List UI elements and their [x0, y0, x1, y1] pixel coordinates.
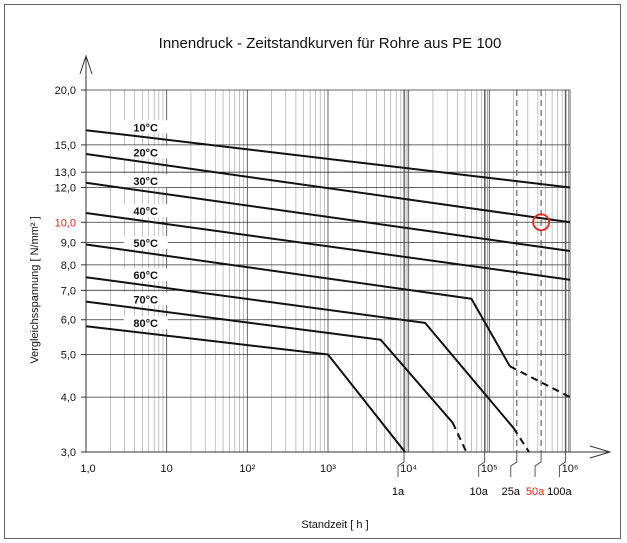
- series-label: 70°C: [133, 294, 158, 306]
- labels-group: 20,0 15,0 13,0 12,0 10,0 9,0 8,0 7,0 6,0 5,0 4,0 3,…: [55, 85, 579, 498]
- series-label-bg: [123, 174, 168, 188]
- series-line: [85, 181, 571, 252]
- series-line-dashed: [509, 365, 571, 398]
- chart-title: Innendruck - Zeitstandkurven für Rohre a…: [159, 35, 502, 52]
- y-tick-label: 15,0: [55, 140, 76, 152]
- highlight-circle: [532, 213, 550, 232]
- y-axis-label: Vergleichsspannung [ N/mm² ]: [29, 216, 41, 363]
- year-marker-label: 100a: [547, 486, 572, 498]
- series-line: [85, 243, 511, 367]
- year-marker-leader: [534, 452, 542, 477]
- year-marker-leader: [558, 452, 566, 477]
- year-marker-label: 25a: [502, 486, 521, 498]
- year-marker-label: 1a: [392, 486, 405, 498]
- x-tick-label: 10⁵: [481, 463, 498, 475]
- y-tick-label: 13,0: [55, 167, 76, 179]
- series-group: [85, 129, 571, 453]
- series-label: 60°C: [133, 270, 158, 282]
- series-label: 50°C: [133, 238, 158, 250]
- y-tick-label: 20,0: [55, 85, 76, 97]
- axes: [79, 54, 612, 477]
- series-label: 10°C: [133, 122, 158, 134]
- y-tick-label: 10,0: [55, 217, 76, 229]
- series-line-dashed: [512, 427, 530, 453]
- year-marker-label: 50a: [526, 486, 545, 498]
- x-axis-arrow: [589, 445, 612, 459]
- year-marker-leader: [510, 452, 518, 477]
- y-tick-label: 4,0: [61, 392, 76, 404]
- x-tick-label: 1,0: [80, 463, 95, 475]
- series-label: 20°C: [133, 147, 158, 159]
- y-tick-label: 5,0: [61, 350, 76, 362]
- series-label-bg: [123, 235, 168, 249]
- x-tick-label: 10⁴: [400, 463, 417, 475]
- series-label: 40°C: [133, 206, 158, 218]
- y-axis-arrow: [79, 54, 93, 75]
- series-label: 30°C: [133, 176, 158, 188]
- x-axis-label: Standzeit [ h ]: [301, 519, 368, 531]
- series-line: [85, 325, 406, 453]
- x-tick-label: 10²: [239, 463, 255, 475]
- series-label-bg: [123, 145, 168, 159]
- series-line: [85, 153, 571, 224]
- series-label: 80°C: [133, 318, 158, 330]
- series-label-bg: [123, 268, 168, 282]
- y-tick-label: 7,0: [61, 285, 76, 297]
- year-marker-label: 10a: [470, 486, 489, 498]
- y-tick-label: 8,0: [61, 260, 76, 272]
- y-tick-label: 6,0: [61, 315, 76, 327]
- series-line: [85, 276, 515, 429]
- chart-frame: [4, 4, 621, 539]
- year-marker-leader: [397, 452, 405, 477]
- x-tick-label: 10: [161, 463, 173, 475]
- series-line-dashed: [451, 422, 468, 453]
- x-tick-label: 10³: [320, 463, 336, 475]
- series-label-bg: [123, 120, 168, 134]
- series-label-bg: [123, 204, 168, 218]
- x-tick-label: 10⁶: [562, 463, 579, 475]
- series-label-bg: [123, 316, 168, 330]
- year-marker-leader: [478, 452, 486, 477]
- y-tick-label: 9,0: [61, 237, 76, 249]
- y-tick-label: 3,0: [61, 447, 76, 459]
- series-line: [85, 300, 454, 424]
- y-tick-label: 12,0: [55, 182, 76, 194]
- series-line: [85, 129, 571, 189]
- series-line: [85, 212, 571, 281]
- series-label-bg: [123, 292, 168, 306]
